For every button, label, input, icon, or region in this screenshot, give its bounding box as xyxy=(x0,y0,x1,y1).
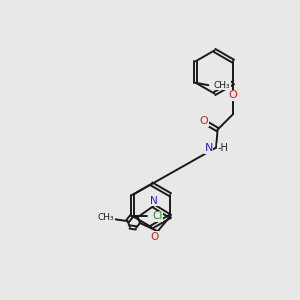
Text: N: N xyxy=(150,196,158,206)
Text: O: O xyxy=(150,232,158,242)
Text: -H: -H xyxy=(217,143,228,153)
Text: Cl: Cl xyxy=(152,211,162,221)
Text: CH₃: CH₃ xyxy=(98,213,115,222)
Text: O: O xyxy=(200,116,208,126)
Text: N: N xyxy=(204,143,213,153)
Text: CH₃: CH₃ xyxy=(214,81,230,90)
Text: O: O xyxy=(229,90,238,100)
